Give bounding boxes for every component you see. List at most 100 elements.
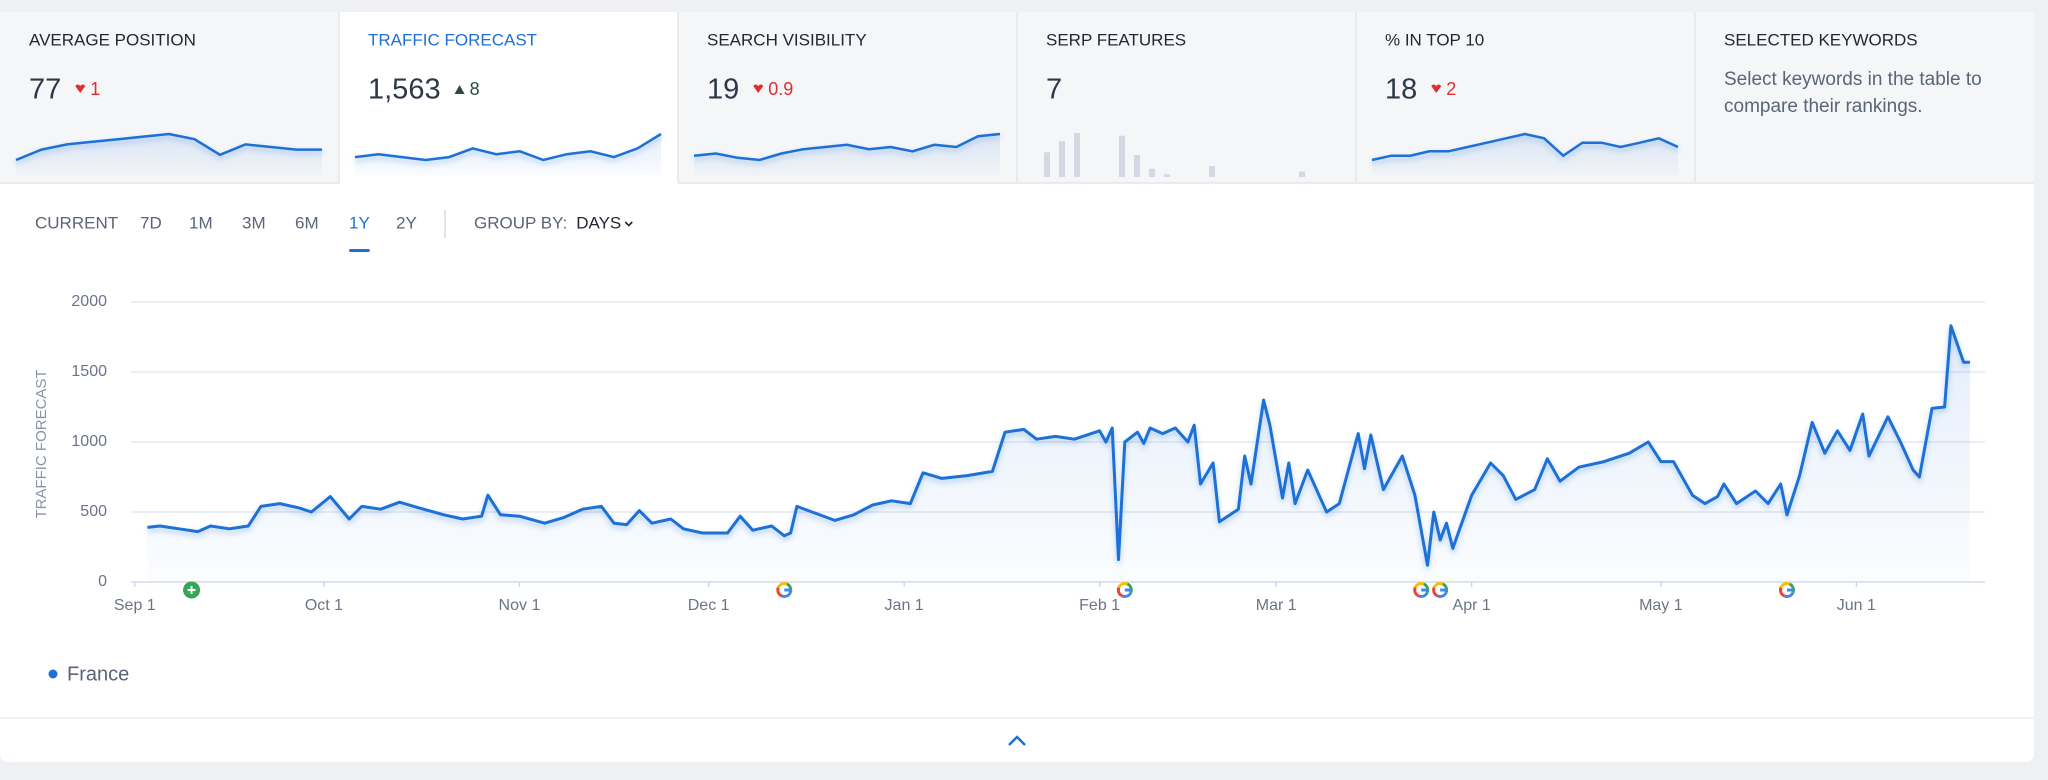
google-icon-arc [1413,582,1430,598]
y-tick-label: 500 [80,503,107,520]
x-tick-label: Sep 1 [114,597,156,614]
x-tick-label: Oct 1 [305,597,343,614]
card-value: 1,563 [368,74,441,106]
serp-bar [1074,133,1080,177]
serp-bar [1119,135,1125,177]
card-title: SELECTED KEYWORDS [1724,30,1918,49]
range-button[interactable]: CURRENT [35,213,118,232]
x-tick-label: Dec 1 [688,597,730,614]
google-icon-arc [1413,582,1430,598]
serp-bar [1134,155,1140,177]
sparkline [354,132,662,162]
data-line [147,324,1970,567]
group-by-value[interactable]: DAYS [576,213,621,232]
card-value: 18 [1385,74,1417,106]
serp-bar [1059,141,1065,177]
card-description: Select keywords in the table to compare … [1724,69,1982,117]
sparkline [1371,132,1679,162]
google-icon-arc [1116,582,1133,598]
range-button[interactable]: 7D [140,213,162,232]
google-icon-arc [1116,582,1133,598]
change-down-icon [1431,84,1442,93]
card-description-box: Select keywords in the table to compare … [1724,69,1982,117]
google-icon-arc [1413,582,1430,598]
y-axis-label: TRAFFIC FORECAST [33,369,50,518]
card-change: 1 [90,79,100,99]
serp-bar [1044,152,1050,177]
google-icon-arc [1778,582,1795,598]
card-title: AVERAGE POSITION [29,30,196,49]
card-change: 8 [470,79,480,99]
range-button[interactable]: 2Y [396,213,417,232]
x-tick-label: Jan 1 [885,597,924,614]
google-update-marker[interactable] [776,582,793,598]
range-button[interactable]: 1Y [349,213,370,232]
group-by-label: GROUP BY: [474,213,567,232]
active-range-underline [349,249,370,252]
metric-card[interactable] [1695,12,2034,183]
google-icon-arc [776,582,793,598]
google-icon-arc [1778,582,1795,598]
google-icon-bar [1124,588,1132,592]
x-tick-label: Nov 1 [499,597,541,614]
google-icon-arc [1432,582,1449,598]
google-icon-arc [1432,582,1449,598]
change-down-icon [753,84,764,93]
google-icon-bar [784,588,792,592]
google-update-marker[interactable] [1432,582,1449,598]
line-area [147,325,1970,582]
sparkline-area [1372,134,1678,176]
sparkline [15,132,322,162]
card-title: TRAFFIC FORECAST [368,30,537,49]
y-tick-label: 0 [98,573,107,590]
range-button[interactable]: 1M [189,213,213,232]
change-down-icon [75,84,86,93]
card-title: % IN TOP 10 [1385,30,1484,49]
legend-label[interactable]: France [67,663,129,685]
legend-dot [48,669,58,679]
added-icon-plus [187,586,196,594]
google-icon-bar [1786,588,1794,592]
sparkline-area [694,134,1000,176]
x-tick-label: Jun 1 [1837,597,1876,614]
google-icon-bar [1440,588,1448,592]
card-change: 2 [1446,79,1456,99]
y-tick-label: 1500 [71,363,107,380]
metric-card[interactable] [1017,12,1356,183]
x-tick-label: Apr 1 [1453,597,1491,614]
added-keyword-marker[interactable] [183,581,201,599]
x-tick-label: Mar 1 [1256,597,1297,614]
card-title: SEARCH VISIBILITY [707,30,867,49]
google-icon-arc [776,582,793,598]
x-tick-label: Feb 1 [1079,597,1120,614]
serp-bar [1299,171,1305,177]
group-by-caret [624,221,633,227]
collapse-chevron[interactable] [1008,735,1026,746]
sparkline [693,132,1001,162]
card-value: 77 [29,74,61,106]
card-title: SERP FEATURES [1046,30,1186,49]
google-icon-bar [1421,588,1429,592]
x-tick-label: May 1 [1639,597,1683,614]
serp-bar [1209,166,1215,177]
google-icon-arc [1778,582,1795,598]
card-value: 7 [1046,74,1062,106]
y-tick-label: 2000 [71,293,107,310]
card-value: 19 [707,74,739,106]
serp-bar [1149,168,1155,177]
google-update-marker[interactable] [1116,582,1133,598]
card-change: 0.9 [768,79,793,99]
sparkline-area [355,134,661,176]
range-button[interactable]: 3M [242,213,266,232]
google-update-marker[interactable] [1413,582,1430,598]
y-tick-label: 1000 [71,433,107,450]
serp-bar [1164,174,1170,177]
change-up-icon [454,85,465,94]
google-icon-arc [1116,582,1133,598]
google-update-marker[interactable] [1778,582,1795,598]
google-icon-arc [776,582,793,598]
range-button[interactable]: 6M [295,213,319,232]
google-icon-arc [1432,582,1449,598]
